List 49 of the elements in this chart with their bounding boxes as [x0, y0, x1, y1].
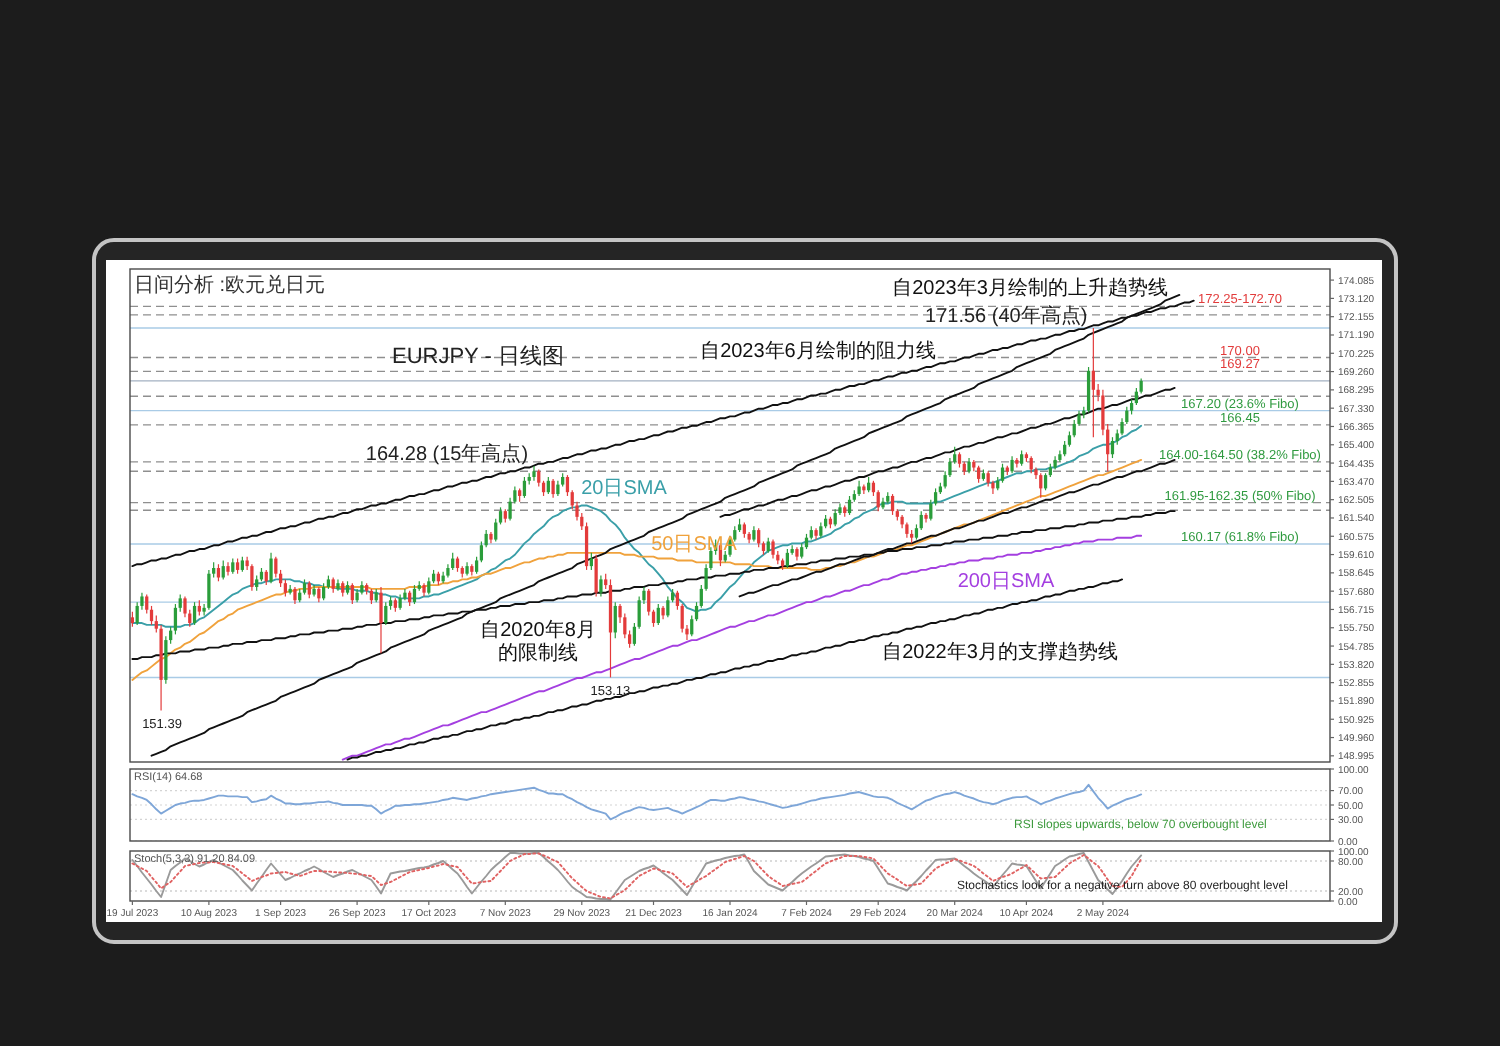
candlestick — [1015, 457, 1019, 469]
series-label: 自2020年8月的限制线 — [480, 617, 596, 665]
candlestick — [269, 552, 273, 584]
candlestick — [226, 561, 230, 577]
candlestick — [1086, 366, 1091, 414]
candlestick — [274, 556, 278, 579]
candlestick — [656, 603, 660, 626]
annotation: 164.28 (15年高点) — [365, 441, 529, 466]
series-label: 自2023年3月绘制的上升趋势线 — [892, 275, 1168, 300]
series-label: 200日SMA — [957, 570, 1056, 593]
candlestick — [221, 559, 225, 580]
candlestick — [412, 584, 417, 605]
candlestick — [608, 578, 613, 679]
candlestick — [250, 563, 254, 592]
candlestick — [551, 478, 555, 499]
candlestick — [771, 538, 775, 560]
candlestick — [1091, 327, 1095, 438]
candlestick — [924, 512, 928, 524]
candlestick — [379, 586, 383, 654]
candlestick — [666, 595, 670, 618]
candlestick — [862, 483, 866, 495]
candlestick — [876, 489, 880, 512]
candlestick — [532, 465, 536, 482]
candlestick — [584, 521, 589, 571]
candlestick — [207, 569, 211, 611]
candlestick — [785, 548, 789, 569]
annotation: 171.56 (40年高点) — [925, 304, 1088, 328]
series-label: 自2022年3月的支撑趋势线 — [882, 640, 1118, 665]
candlestick — [350, 582, 354, 605]
candlestick — [1000, 463, 1005, 484]
series-label: 自2023年6月绘制的阻力线 — [700, 338, 936, 363]
candlestick — [613, 601, 617, 639]
candlestick — [164, 635, 168, 685]
series-label: 20日SMA — [581, 478, 668, 501]
candlestick — [522, 476, 527, 499]
candlestick — [1039, 472, 1043, 499]
candlestick — [135, 601, 139, 626]
line-series — [341, 534, 1143, 761]
line-series — [131, 783, 1143, 821]
chart-subtitle: 日间分析 :欧元兑日元 — [134, 273, 326, 297]
candlestick — [890, 493, 895, 516]
candlestick — [594, 554, 598, 598]
candlestick — [192, 601, 197, 626]
candlestick — [1110, 436, 1115, 459]
text: EURJPY - 日线图 — [392, 343, 564, 369]
candlestick — [384, 601, 388, 626]
candlestick — [599, 575, 603, 598]
candlestick — [847, 495, 852, 516]
candlestick — [757, 527, 761, 548]
